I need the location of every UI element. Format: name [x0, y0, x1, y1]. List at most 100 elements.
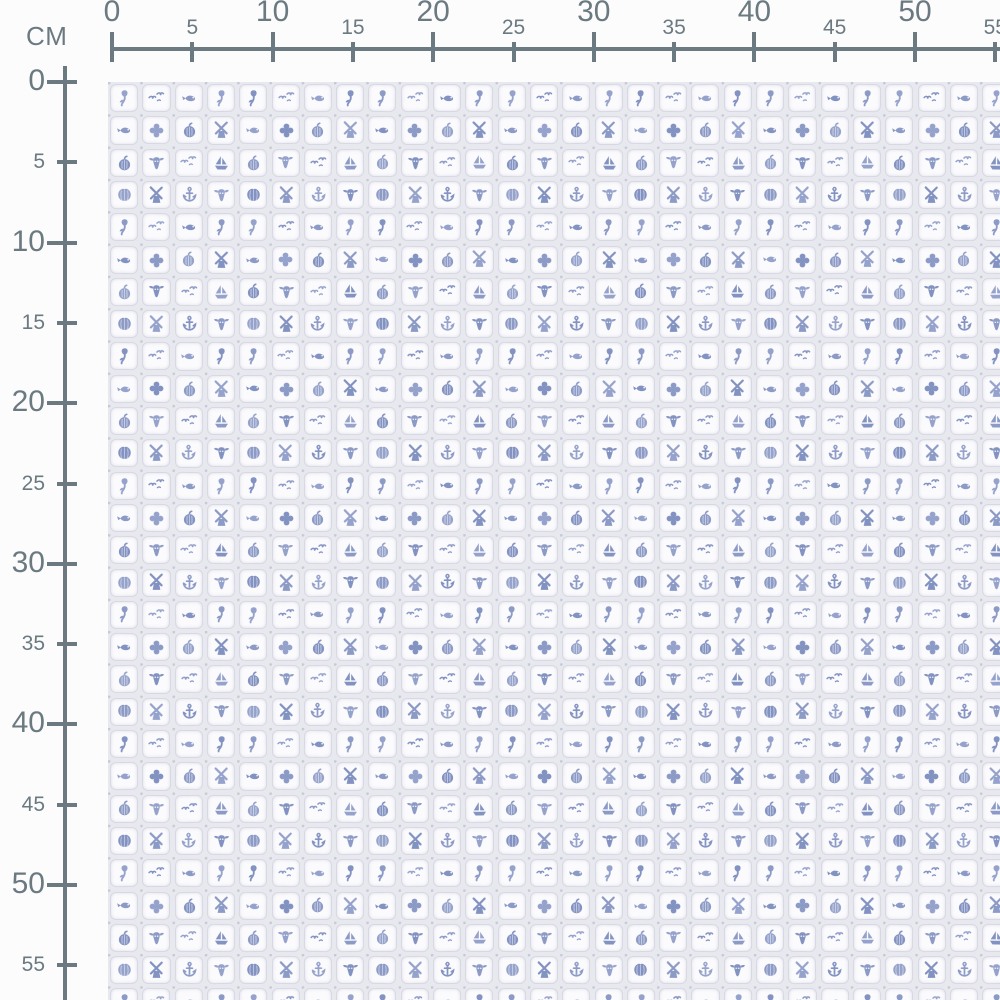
- tile-flower: [917, 503, 946, 533]
- birds-icon: [534, 475, 555, 496]
- tile-fish: [755, 374, 785, 404]
- windmill-icon: [792, 443, 813, 464]
- tulip-icon: [340, 992, 361, 1000]
- anchor-icon: [566, 831, 587, 852]
- tile-fish: [626, 245, 656, 274]
- tile-cow: [465, 826, 494, 856]
- fabric-swatch-preview[interactable]: [108, 82, 1000, 1000]
- tile-tulip: [465, 342, 494, 371]
- tile-cow: [465, 697, 494, 727]
- cow-icon: [210, 960, 231, 981]
- fish-icon: [178, 87, 199, 108]
- tulip-icon: [372, 217, 393, 238]
- tile-birds: [303, 407, 333, 436]
- tile-cow: [335, 309, 365, 339]
- birds-icon: [178, 798, 199, 819]
- tile-windmill: [206, 374, 236, 404]
- tulip-icon: [501, 346, 522, 367]
- shell-icon: [759, 960, 780, 981]
- tulip-icon: [598, 863, 619, 884]
- fish-icon: [307, 217, 328, 238]
- fish-icon: [824, 992, 845, 1000]
- tile-tulip: [626, 471, 656, 500]
- tile-apple: [368, 148, 397, 177]
- tile-shell: [756, 439, 785, 468]
- anchor-icon: [178, 184, 199, 205]
- tulip-icon: [469, 992, 490, 1000]
- shell-icon: [889, 184, 910, 205]
- windmill-icon: [210, 249, 231, 270]
- fish-icon: [760, 637, 781, 658]
- birds-icon: [695, 152, 716, 173]
- apple-icon: [695, 508, 716, 529]
- birds-icon: [921, 992, 942, 1000]
- anchor-icon: [824, 443, 845, 464]
- tile-cow: [400, 794, 429, 823]
- windmill-icon: [857, 637, 878, 658]
- birds-icon: [178, 669, 199, 690]
- apple-icon: [889, 411, 910, 432]
- tile-windmill: [852, 891, 882, 920]
- tile-tulip: [336, 84, 365, 113]
- tulip-icon: [469, 734, 490, 755]
- tile-birds: [529, 859, 559, 888]
- tulip-icon: [211, 217, 232, 238]
- tile-windmill: [723, 374, 752, 403]
- tile-windmill: [206, 891, 236, 920]
- tulip-icon: [340, 604, 361, 625]
- tile-cow: [788, 665, 817, 694]
- tile-cow: [271, 148, 300, 177]
- cow-icon: [146, 540, 167, 561]
- tile-windmill: [142, 180, 171, 210]
- v-ruler-label-40: 40: [11, 706, 45, 740]
- tulip-icon: [986, 87, 1000, 108]
- tulip-icon: [113, 733, 134, 754]
- fish-icon: [372, 637, 393, 658]
- apple-icon: [372, 540, 393, 561]
- tile-apple: [303, 503, 333, 533]
- tile-apple: [755, 665, 785, 694]
- tile-tulip: [594, 83, 623, 113]
- tulip-icon: [372, 992, 393, 1000]
- tile-anchor: [561, 309, 591, 339]
- tulip-icon: [340, 475, 361, 496]
- v-ruler-tick-40: [47, 722, 77, 727]
- birds-icon: [178, 410, 199, 431]
- tile-anchor: [174, 180, 204, 210]
- tile-sailboat: [723, 148, 753, 178]
- fish-icon: [307, 87, 328, 108]
- tile-birds: [788, 471, 817, 501]
- flower-icon: [534, 766, 555, 787]
- tile-sailboat: [335, 794, 365, 824]
- sailboat-icon: [469, 152, 490, 173]
- sailboat-icon: [340, 798, 361, 819]
- apple-icon: [501, 152, 522, 173]
- apple-icon: [760, 927, 781, 948]
- flower-icon: [275, 120, 296, 141]
- tile-tulip: [465, 730, 494, 759]
- tile-windmill: [206, 503, 236, 533]
- fish-icon: [178, 217, 199, 238]
- tulip-icon: [889, 733, 910, 754]
- sailboat-icon: [210, 281, 231, 302]
- tile-sailboat: [723, 535, 753, 565]
- tulip-icon: [630, 88, 651, 109]
- birds-icon: [436, 798, 457, 819]
- tile-sailboat: [723, 406, 753, 436]
- apple-icon: [695, 766, 716, 787]
- tile-tulip: [238, 342, 268, 371]
- tile-fish: [820, 342, 850, 371]
- tile-birds: [917, 471, 946, 500]
- flower-icon: [146, 507, 167, 528]
- tile-birds: [271, 212, 300, 242]
- tulip-icon: [889, 87, 910, 108]
- tulip-icon: [856, 863, 877, 884]
- tile-birds: [691, 794, 720, 823]
- tile-birds: [271, 858, 300, 888]
- sailboat-icon: [469, 669, 490, 690]
- fish-icon: [566, 475, 587, 496]
- cow-icon: [663, 798, 684, 819]
- ruler-unit-label: CM: [26, 21, 68, 51]
- tile-birds: [658, 83, 688, 113]
- tile-windmill: [206, 632, 236, 662]
